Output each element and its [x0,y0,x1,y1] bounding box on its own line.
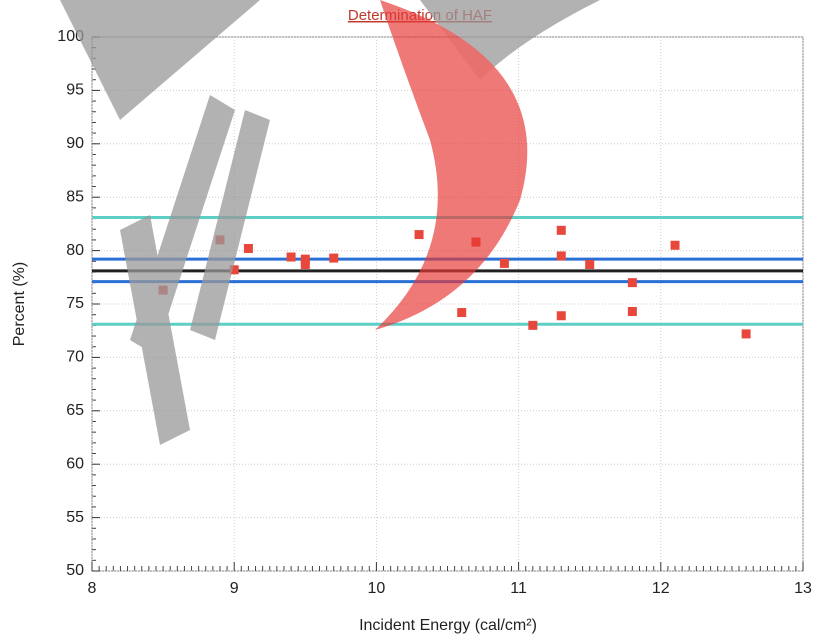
data-point [628,278,637,287]
data-point [585,260,594,269]
data-point [301,260,310,269]
data-point [329,254,338,263]
data-point [415,230,424,239]
chart: Determination of HAF Percent (%) Inciden… [0,0,813,641]
x-tick-label: 8 [88,580,97,597]
y-tick-label: 80 [66,242,84,259]
data-point [628,307,637,316]
data-point [500,259,509,268]
data-point [457,308,466,317]
y-tick-label: 50 [66,562,84,579]
x-tick-label: 9 [230,580,239,597]
y-tick-label: 95 [66,82,84,99]
data-point [671,241,680,250]
data-point [244,244,253,253]
x-tick-label: 11 [510,580,527,597]
y-tick-label: 75 [66,295,84,312]
x-tick-label: 12 [652,580,670,597]
x-axis-label: Incident Energy (cal/cm²) [359,617,537,634]
x-tick-label: 13 [794,580,812,597]
data-point [557,226,566,235]
y-tick-label: 70 [66,349,84,366]
data-point [557,251,566,260]
data-point [528,321,537,330]
data-point [742,329,751,338]
y-tick-label: 55 [66,509,84,526]
x-tick-label: 10 [368,580,386,597]
y-tick-label: 90 [66,135,84,152]
y-tick-label: 65 [66,402,84,419]
y-axis-label: Percent (%) [11,262,28,346]
y-tick-label: 85 [66,188,84,205]
data-point [287,253,296,262]
y-tick-label: 60 [66,455,84,472]
data-point [557,311,566,320]
